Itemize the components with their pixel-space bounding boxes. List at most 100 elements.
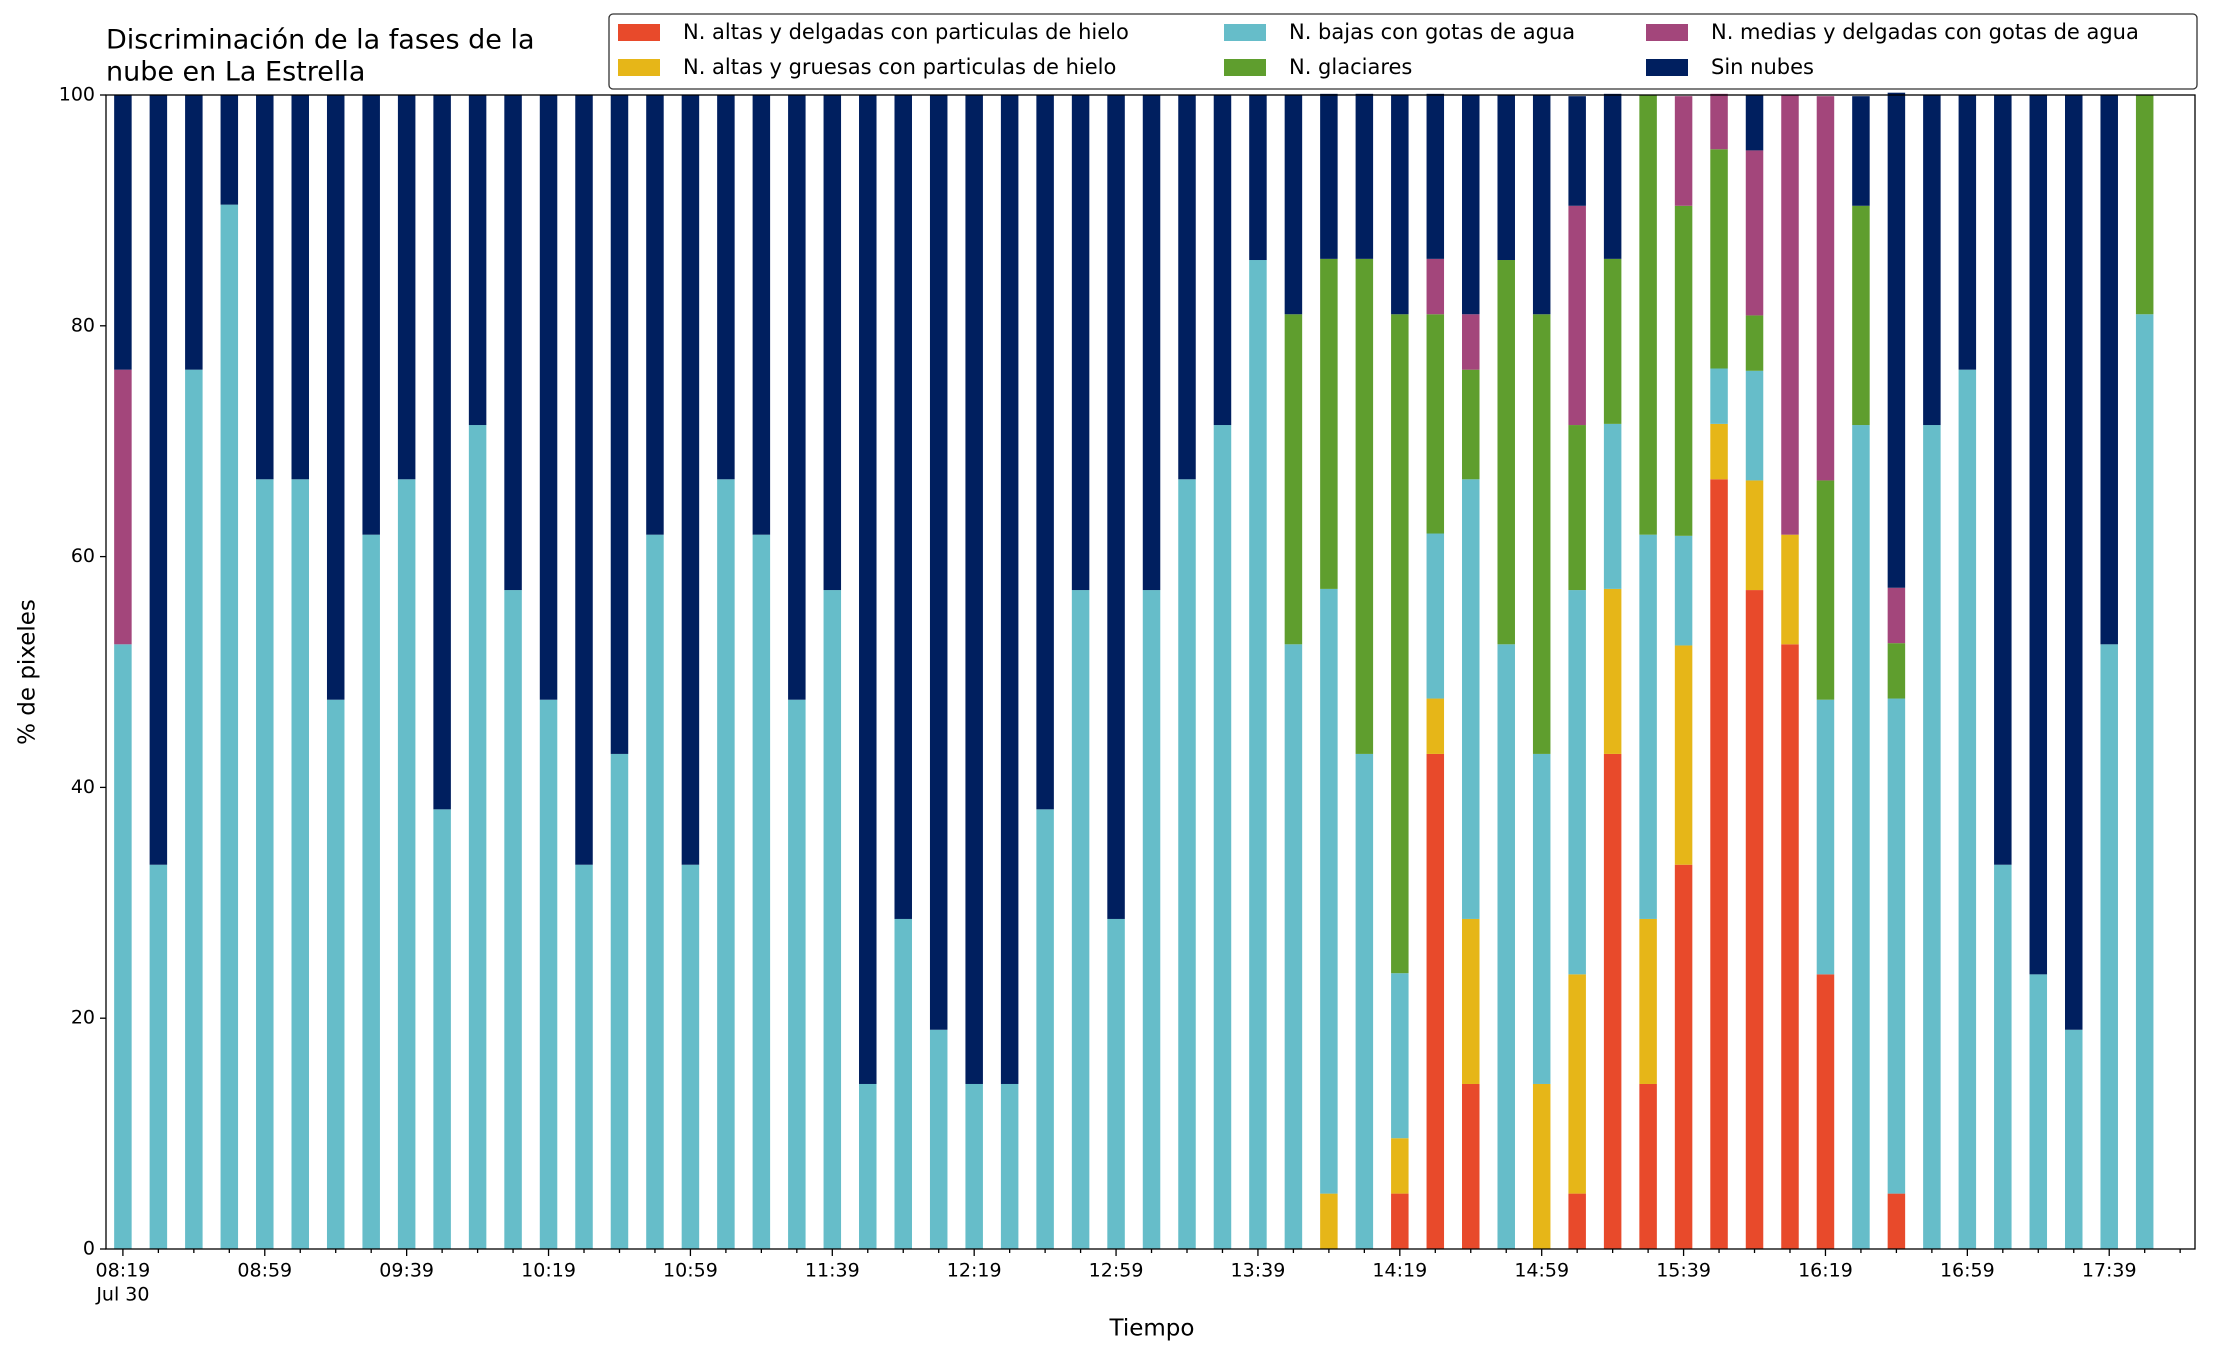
- bar-segment: [1036, 809, 1054, 1249]
- bar-segment: [1887, 698, 1906, 1194]
- bar-segment: [397, 95, 416, 480]
- bar-segment: [1426, 258, 1445, 315]
- x-tick-label: 16:59: [1940, 1260, 1995, 1282]
- x-tick-label: 08:19: [96, 1260, 151, 1282]
- y-tick-label: 20: [71, 1007, 95, 1029]
- bar-segment: [504, 95, 522, 591]
- bar-segment: [1745, 95, 1764, 151]
- bar-segment: [1603, 588, 1622, 754]
- bar-segment: [788, 95, 806, 700]
- bar-segment: [823, 590, 842, 1249]
- legend-swatch: [1224, 24, 1266, 41]
- bar-segment: [1071, 590, 1090, 1249]
- bar-segment: [291, 95, 309, 480]
- bar-segment: [1107, 95, 1125, 919]
- bar-segment: [1213, 425, 1232, 1249]
- bar-segment: [1568, 1193, 1586, 1249]
- bar-segment: [1958, 369, 1977, 1250]
- bar-segment: [1710, 93, 1728, 150]
- bar-segment: [1852, 205, 1870, 426]
- bar-segment: [1426, 533, 1445, 699]
- bar-segment: [1710, 479, 1728, 1250]
- bar-segment: [1107, 918, 1125, 1249]
- y-tick-label: 60: [71, 545, 95, 567]
- chart-title: Discriminación de la fases de la: [106, 25, 535, 56]
- bar-segment: [1923, 95, 1941, 426]
- bar-segment: [1391, 95, 1409, 315]
- bar-segment: [1320, 588, 1338, 1194]
- bar-segment: [2100, 644, 2118, 1249]
- bar-segment: [1745, 590, 1764, 1249]
- bar-segment: [1462, 95, 1480, 315]
- bar-segment: [1887, 643, 1906, 699]
- bar-segment: [220, 95, 239, 205]
- bar-segment: [1852, 96, 1870, 206]
- bar-segment: [1320, 93, 1338, 259]
- bar-segment: [681, 95, 700, 865]
- bar-segment: [2029, 974, 2048, 1249]
- bar-segment: [1639, 534, 1657, 919]
- bar-segment: [1284, 314, 1303, 645]
- bar-segment: [1710, 149, 1728, 369]
- legend-label: Sin nubes: [1711, 55, 1814, 79]
- bar-segment: [1745, 150, 1764, 316]
- bar-segment: [1852, 425, 1870, 1249]
- legend-label: N. altas y delgadas con particulas de hi…: [683, 20, 1129, 44]
- legend-swatch: [618, 59, 660, 76]
- bar-segment: [1355, 93, 1374, 259]
- bar-segment: [1710, 423, 1728, 480]
- bar-segment: [2135, 314, 2154, 1249]
- bar-segment: [1816, 480, 1835, 700]
- legend-label: N. glaciares: [1289, 55, 1412, 79]
- bar-segment: [752, 534, 771, 1249]
- bar-segment: [1816, 699, 1835, 975]
- x-tick-label: 17:39: [2082, 1260, 2137, 1282]
- bar-segment: [575, 95, 593, 865]
- x-tick-label: 13:39: [1231, 1260, 1286, 1282]
- bar-segment: [433, 95, 451, 810]
- bar-segment: [1887, 92, 1906, 588]
- bar-segment: [1568, 205, 1586, 426]
- bar-segment: [2135, 95, 2154, 315]
- bar-segment: [326, 95, 345, 700]
- bar-segment: [1639, 918, 1657, 1084]
- bar-segment: [433, 809, 451, 1249]
- bar-segment: [965, 1083, 983, 1249]
- legend-swatch: [618, 24, 660, 41]
- bar-segment: [1603, 423, 1622, 589]
- x-tick-label: 09:39: [379, 1260, 434, 1282]
- bar-segment: [1781, 534, 1799, 645]
- bar-segment: [1994, 864, 2012, 1249]
- bar-segment: [149, 864, 168, 1249]
- bar-segment: [1603, 93, 1622, 259]
- bar-segment: [1284, 95, 1303, 315]
- bar-segment: [539, 95, 558, 700]
- bar-segment: [1958, 95, 1977, 370]
- bar-segment: [1674, 645, 1693, 865]
- bar-segment: [1532, 314, 1551, 754]
- bar-segment: [1320, 258, 1338, 589]
- bar-segment: [646, 534, 664, 1249]
- bar-segment: [326, 699, 345, 1249]
- bar-segment: [1462, 314, 1480, 370]
- bar-segment: [823, 95, 842, 591]
- bar-segment: [859, 1083, 877, 1249]
- x-tick-label: 14:19: [1372, 1260, 1427, 1282]
- x-tick-label: 14:59: [1514, 1260, 1569, 1282]
- bar-segment: [575, 864, 593, 1249]
- bar-segment: [788, 699, 806, 1249]
- bar-segment: [1000, 95, 1019, 1084]
- bar-segment: [929, 1029, 948, 1249]
- bar-segment: [1462, 1083, 1480, 1249]
- x-sublabel: Jul 30: [95, 1284, 149, 1306]
- bar-segment: [1391, 973, 1409, 1139]
- y-axis-label: % de pixeles: [15, 599, 41, 745]
- bar-segment: [2100, 95, 2118, 645]
- x-tick-label: 16:19: [1798, 1260, 1853, 1282]
- x-tick-label: 15:39: [1656, 1260, 1711, 1282]
- bar-segment: [1816, 974, 1835, 1249]
- legend-swatch: [1224, 59, 1266, 76]
- bar-segment: [1532, 753, 1551, 1084]
- bar-segment: [185, 369, 203, 1250]
